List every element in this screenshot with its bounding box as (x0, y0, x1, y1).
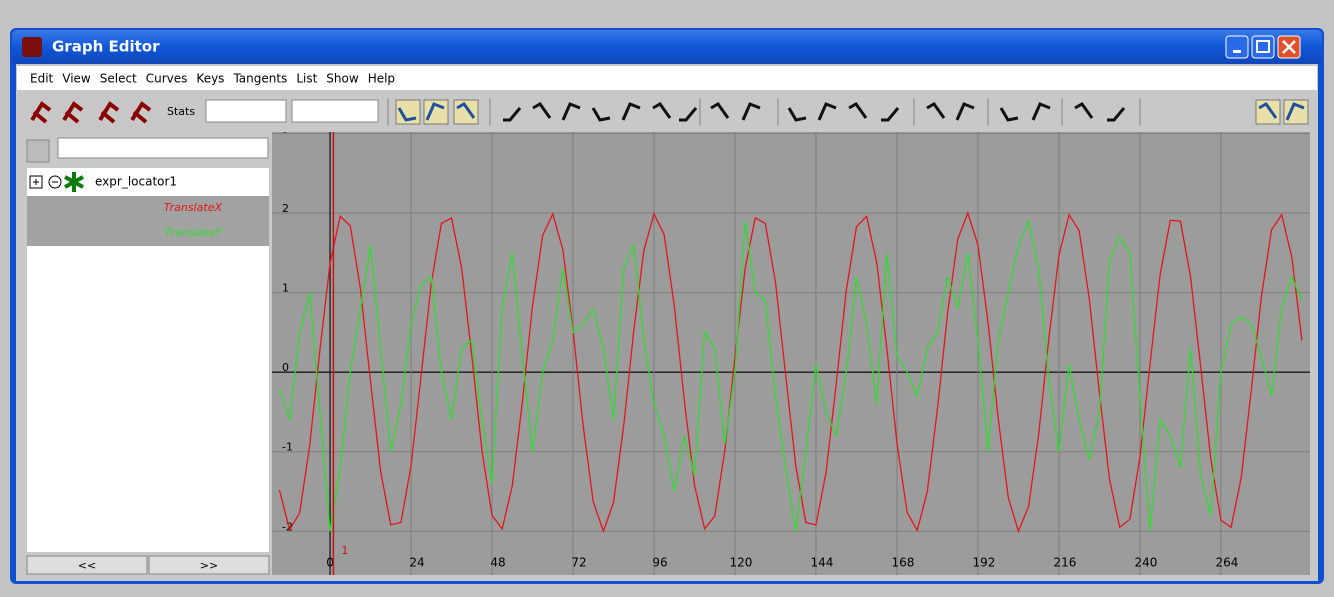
menu-item[interactable]: Select (100, 72, 137, 86)
scroll-left-label: << (78, 559, 96, 572)
object-name[interactable]: expr_locator1 (95, 175, 177, 189)
page: Graph Editor Edit View Select Curves Keys Tan… (0, 0, 1334, 597)
title-bar (12, 30, 1322, 64)
tool-button[interactable] (530, 100, 554, 124)
app-icon (22, 37, 42, 57)
x-tick-label: 48 (490, 556, 505, 570)
filter-field[interactable] (58, 138, 268, 158)
tool-button[interactable] (1072, 100, 1096, 124)
x-tick-label: 216 (1053, 556, 1076, 570)
y-tick-label: 0 (282, 361, 289, 374)
window-title: Graph Editor (52, 38, 160, 56)
menu-item[interactable]: Help (368, 72, 395, 86)
menu-group: Edit View Select Curves Keys Tangents List Show… (30, 72, 395, 86)
menu-item[interactable]: Show (326, 72, 359, 86)
x-tick-label: 96 (652, 556, 667, 570)
minimize-glyph (1233, 50, 1241, 53)
y-tick-label: 2 (282, 202, 289, 215)
channel-name[interactable]: TranslateY (165, 226, 224, 239)
tool-button[interactable] (846, 100, 870, 124)
x-tick-label: 264 (1215, 556, 1238, 570)
channel-name[interactable]: TranslateX (164, 201, 223, 214)
screen: Graph Editor Edit View Select Curves Keys Tan… (0, 0, 1334, 593)
tool-button[interactable] (454, 100, 478, 124)
x-tick-label: 192 (972, 556, 995, 570)
scroll-right-label: >> (200, 559, 218, 572)
tool-button[interactable] (1256, 100, 1280, 124)
current-time-label: 1 (341, 544, 348, 557)
x-tick-label: 144 (811, 556, 834, 570)
tool-button[interactable] (708, 100, 732, 124)
tool-button[interactable] (650, 100, 674, 124)
x-tick-label: 240 (1134, 556, 1157, 570)
menu-item[interactable]: List (296, 72, 317, 86)
selected-rows (27, 196, 269, 246)
filter-icon[interactable] (27, 140, 49, 162)
stats-label: Stats (167, 105, 195, 118)
maximize-button[interactable] (1252, 36, 1274, 58)
x-tick-label: 72 (571, 556, 586, 570)
menu-item[interactable]: Keys (196, 72, 224, 86)
y-tick-label: 1 (282, 282, 289, 295)
menu-item[interactable]: Edit (30, 72, 54, 86)
stats-field[interactable] (292, 100, 378, 122)
x-tick-label: 168 (892, 556, 915, 570)
menu-item[interactable]: Tangents (232, 72, 287, 86)
y-tick-label: -1 (282, 441, 293, 454)
menu-item[interactable]: View (62, 72, 91, 86)
menu-item[interactable]: Curves (146, 72, 188, 86)
stats-field[interactable] (206, 100, 286, 122)
x-tick-label: 120 (730, 556, 753, 570)
minimize-button[interactable] (1226, 36, 1248, 58)
graph-area[interactable] (272, 132, 1310, 575)
x-tick-label: 24 (409, 556, 424, 570)
tool-button[interactable] (924, 100, 948, 124)
